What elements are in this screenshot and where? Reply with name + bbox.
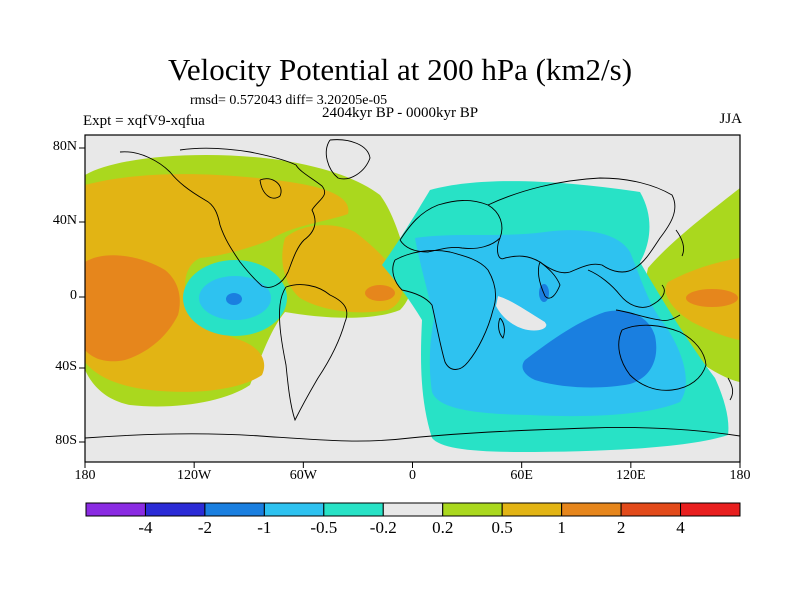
neutral-pocket-indian-rim <box>492 292 548 324</box>
colorbar-label: -0.2 <box>369 518 397 537</box>
colorbar-swatch <box>501 502 563 517</box>
indonesia <box>615 309 681 321</box>
colorbar-label: -2 <box>197 518 212 537</box>
madagascar <box>498 317 505 339</box>
greenland <box>325 139 371 180</box>
colorbar-label: 0.2 <box>432 518 454 537</box>
positive-max-westpacific <box>686 289 738 307</box>
hudson-bay <box>259 178 282 199</box>
lon-label: 180 <box>74 468 96 483</box>
lon-label: 120E <box>616 468 646 483</box>
colorbar-label: -4 <box>138 518 153 537</box>
lat-label: 40N <box>52 213 77 228</box>
lon-label: 0 <box>409 468 416 483</box>
lat-label: 80N <box>52 139 77 154</box>
colorbar-swatch <box>442 502 503 517</box>
colorbar-swatch <box>561 502 622 517</box>
colorbar-label: -1 <box>257 518 272 537</box>
colorbar-swatch <box>620 502 682 517</box>
period-label: 2404kyr BP - 0000kyr BP <box>322 105 479 121</box>
rmsd-diff-stats: rmsd= 0.572043 diff= 3.20205e-05 <box>190 93 388 108</box>
experiment-label: Expt = xqfV9-xqfua <box>83 113 205 129</box>
colorbar-swatch <box>204 502 265 517</box>
negative-max-eastpacific <box>226 293 242 305</box>
colorbar <box>85 502 741 517</box>
lon-label: 60W <box>289 468 317 483</box>
colorbar-swatch <box>323 502 384 517</box>
coastlines <box>85 139 740 442</box>
colorbar-swatch <box>263 502 325 517</box>
lat-label: 0 <box>70 288 77 303</box>
lon-label: 180 <box>729 468 751 483</box>
asia-coast <box>487 177 676 274</box>
lat-label: 40S <box>55 359 77 374</box>
southeast-asia <box>587 269 665 308</box>
season-label: JJA <box>719 111 742 127</box>
plot-title: Velocity Potential at 200 hPa (km2/s) <box>167 52 633 87</box>
south-america-coast <box>279 284 348 422</box>
colorbar-swatch <box>85 502 146 517</box>
colorbar-label: 2 <box>616 518 626 537</box>
antarctica-coast <box>85 427 740 442</box>
north-america-coast <box>119 147 326 288</box>
colorbar-label: 0.5 <box>491 518 513 537</box>
lon-label: 60E <box>510 468 533 483</box>
axis-ticks <box>79 147 741 468</box>
colorbar-swatch <box>144 502 206 517</box>
lat-label: 80S <box>55 433 77 448</box>
colorbar-label: 4 <box>676 518 685 537</box>
contour-field <box>85 135 740 462</box>
india <box>537 261 561 299</box>
lon-label: 120W <box>177 468 212 483</box>
colorbar-label: -0.5 <box>310 518 338 537</box>
neutral-pocket-indian <box>496 296 547 331</box>
positive-max-atlantic <box>365 285 395 301</box>
colorbar-label: 1 <box>557 518 566 537</box>
positive-region-pacific-strong <box>85 255 180 362</box>
australia-coast <box>618 324 707 391</box>
colorbar-swatch <box>680 502 741 517</box>
new-zealand <box>727 377 734 401</box>
africa-coast <box>392 249 496 370</box>
japan <box>675 229 685 257</box>
colorbar-swatch <box>382 502 444 517</box>
